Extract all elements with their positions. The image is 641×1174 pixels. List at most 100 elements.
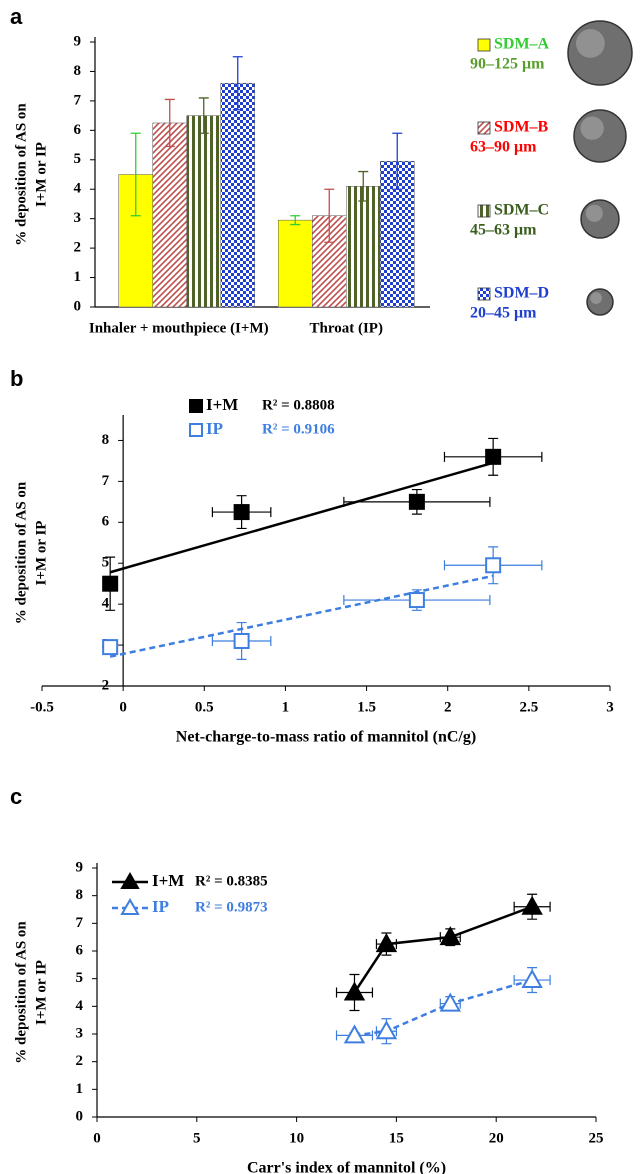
trend-line <box>109 461 494 574</box>
y-tick-label: 9 <box>76 859 84 875</box>
legend-label: SDM–B <box>494 119 549 136</box>
x-tick-label: 1 <box>282 699 290 715</box>
legend-label: IP <box>152 897 169 916</box>
panel-letter: b <box>10 366 23 391</box>
y-tick-label: 6 <box>74 122 82 138</box>
legend-label: IP <box>206 419 223 438</box>
y-tick-label: 1 <box>76 1081 84 1097</box>
data-point <box>233 504 250 521</box>
y-tick-label: 1 <box>74 269 82 285</box>
series-line <box>353 905 533 994</box>
legend-label: SDM–A <box>494 36 550 53</box>
r2-label: R² = 0.8808 <box>262 397 335 413</box>
bar <box>346 186 381 308</box>
particle-highlight <box>590 292 602 304</box>
bar <box>278 219 313 308</box>
panel-letter: c <box>10 784 22 809</box>
y-axis-label: I+M or IP <box>33 521 49 586</box>
bar <box>220 82 255 308</box>
error-bar <box>164 98 175 148</box>
series-line <box>354 978 533 1037</box>
data-point <box>408 493 425 510</box>
y-tick-label: 4 <box>102 596 110 612</box>
legend-swatch <box>477 121 491 135</box>
particle-highlight <box>585 204 603 222</box>
y-tick-label: 5 <box>74 151 82 167</box>
y-tick-label: 3 <box>74 210 82 226</box>
y-tick-label: 7 <box>74 92 82 108</box>
y-tick-label: 0 <box>74 298 82 314</box>
y-tick-label: 7 <box>102 473 110 489</box>
data-point <box>485 448 502 465</box>
y-axis-label: I+M or IP <box>33 142 49 207</box>
data-point <box>375 1020 398 1040</box>
y-tick-label: 7 <box>76 915 84 931</box>
data-point <box>102 575 119 592</box>
x-tick-label: 0 <box>119 699 127 715</box>
legend-size: 63–90 μm <box>470 139 537 156</box>
x-tick-label: 1.5 <box>357 699 376 715</box>
data-point <box>439 992 462 1012</box>
x-tick-label: 5 <box>193 1130 201 1146</box>
r2-label: R² = 0.9873 <box>195 899 268 915</box>
y-tick-label: 2 <box>76 1053 84 1069</box>
bar <box>186 115 221 308</box>
error-bar <box>324 188 335 243</box>
y-tick-label: 6 <box>102 514 110 530</box>
legend-swatch <box>477 287 491 301</box>
error-bar <box>392 132 403 190</box>
data-point <box>102 639 119 656</box>
y-axis-label: % deposition of AS on <box>13 103 29 246</box>
y-tick-label: 2 <box>74 240 82 256</box>
legend-marker <box>189 423 203 437</box>
particle-highlight <box>576 29 605 58</box>
x-tick-label: -0.5 <box>30 699 54 715</box>
x-tick-label: 0.5 <box>195 699 214 715</box>
legend-marker <box>189 399 203 413</box>
y-tick-label: 6 <box>76 942 84 958</box>
data-point <box>343 981 366 1001</box>
data-point <box>485 557 502 574</box>
x-axis-label: Carr's index of mannitol (%) <box>247 1160 446 1174</box>
data-point <box>439 926 462 946</box>
legend-swatch <box>477 38 491 52</box>
data-point <box>521 969 543 989</box>
y-tick-label: 8 <box>76 887 84 903</box>
y-axis-label: % deposition of AS on <box>13 481 29 624</box>
data-point <box>408 592 425 609</box>
x-tick-label: 3 <box>606 699 614 715</box>
particle-highlight <box>580 116 604 140</box>
error-bar <box>232 56 243 111</box>
error-bar <box>198 97 209 134</box>
x-axis-label: Net-charge-to-mass ratio of mannitol (nC… <box>176 729 476 746</box>
panel-letter: a <box>10 4 23 29</box>
y-tick-label: 4 <box>76 998 84 1014</box>
x-tick-label: 0 <box>93 1130 101 1146</box>
y-axis-label: % deposition of AS on <box>13 921 29 1064</box>
legend-marker <box>120 897 140 915</box>
x-tick-label: 25 <box>589 1130 604 1146</box>
legend-swatch <box>477 204 491 218</box>
y-axis-label: I+M or IP <box>33 960 49 1025</box>
y-tick-label: 8 <box>74 63 82 79</box>
x-tick-label: 10 <box>289 1130 304 1146</box>
r2-label: R² = 0.8385 <box>195 873 268 889</box>
error-bar <box>358 170 369 202</box>
bar <box>152 122 187 308</box>
x-tick-label: 15 <box>389 1130 404 1146</box>
legend-label: I+M <box>206 395 238 414</box>
legend-size: 20–45 μm <box>470 305 537 322</box>
trend-line <box>109 574 494 658</box>
y-tick-label: 5 <box>76 970 84 986</box>
x-tick-label: Throat (IP) <box>310 320 383 336</box>
data-point <box>375 933 398 953</box>
x-tick-label: 2 <box>444 699 452 715</box>
legend-size: 45–63 μm <box>470 222 537 239</box>
legend-label: I+M <box>152 871 184 890</box>
y-tick-label: 2 <box>102 677 110 693</box>
y-tick-label: 5 <box>102 555 110 571</box>
x-tick-label: 20 <box>489 1130 504 1146</box>
error-bar <box>290 215 301 226</box>
data-point <box>233 632 250 649</box>
